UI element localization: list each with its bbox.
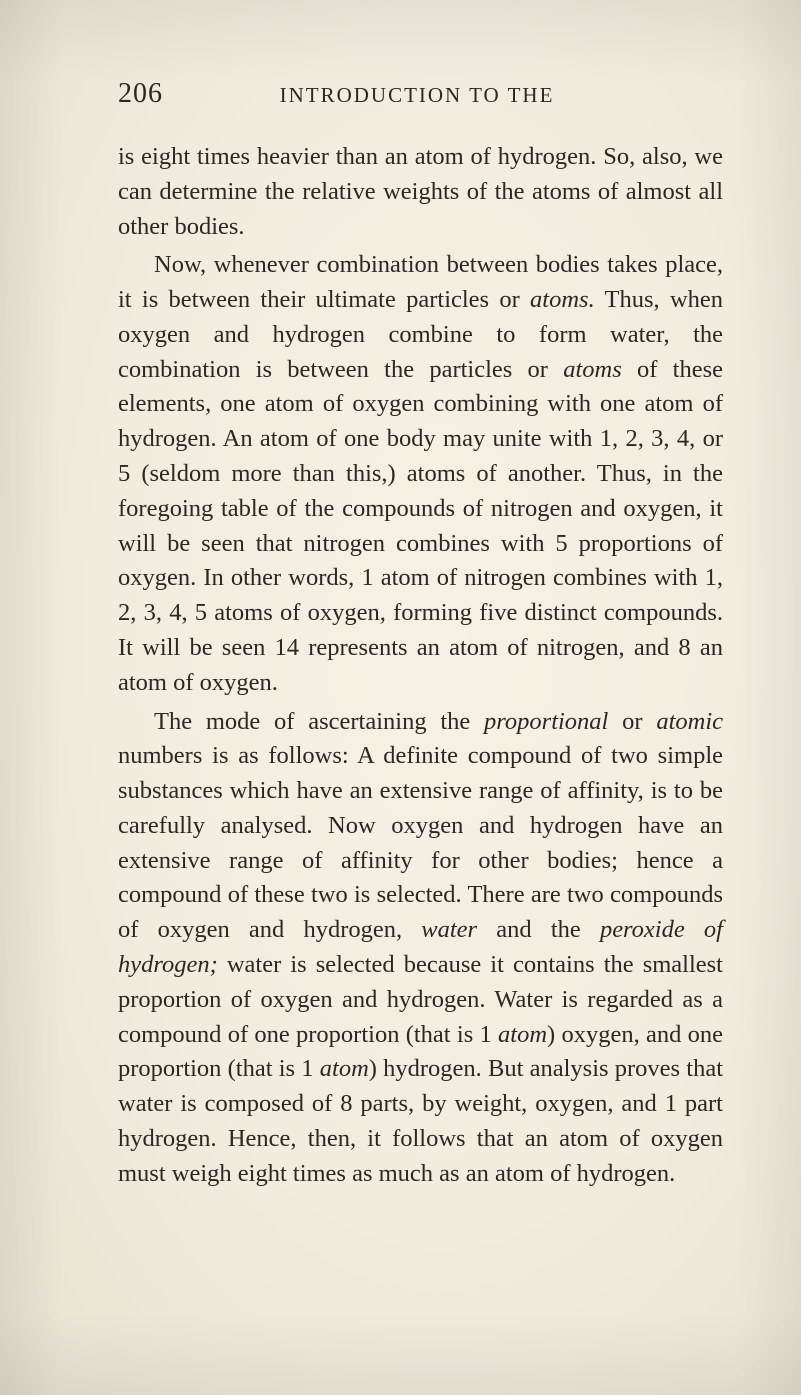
text-run: is eight times heavier than an atom of h…	[118, 143, 723, 240]
italic-run: atoms	[563, 356, 622, 383]
italic-run: atomic	[656, 708, 723, 735]
running-head: INTRODUCTION TO THE	[163, 83, 671, 108]
page-number: 206	[118, 78, 163, 110]
paragraph-1: is eight times heavier than an atom of h…	[118, 140, 723, 244]
italic-run: atom	[498, 1021, 547, 1048]
scanned-page: 206 INTRODUCTION TO THE is eight times h…	[0, 0, 801, 1395]
text-run: numbers is as follows: A definite compou…	[118, 742, 723, 943]
italic-run: atoms.	[530, 286, 595, 313]
italic-run: water	[421, 916, 477, 943]
page-header: 206 INTRODUCTION TO THE	[118, 78, 723, 110]
body-text: is eight times heavier than an atom of h…	[118, 140, 723, 1191]
text-run: and the	[477, 916, 600, 943]
text-run: of these elements, one atom of oxygen co…	[118, 356, 723, 696]
text-run: or	[608, 708, 656, 735]
paragraph-2: Now, whenever combination between bodies…	[118, 248, 723, 700]
italic-run: atom	[320, 1055, 369, 1082]
text-run: The mode of ascertaining the	[154, 708, 484, 735]
paragraph-3: The mode of ascertaining the proportiona…	[118, 705, 723, 1192]
italic-run: proportional	[484, 708, 608, 735]
